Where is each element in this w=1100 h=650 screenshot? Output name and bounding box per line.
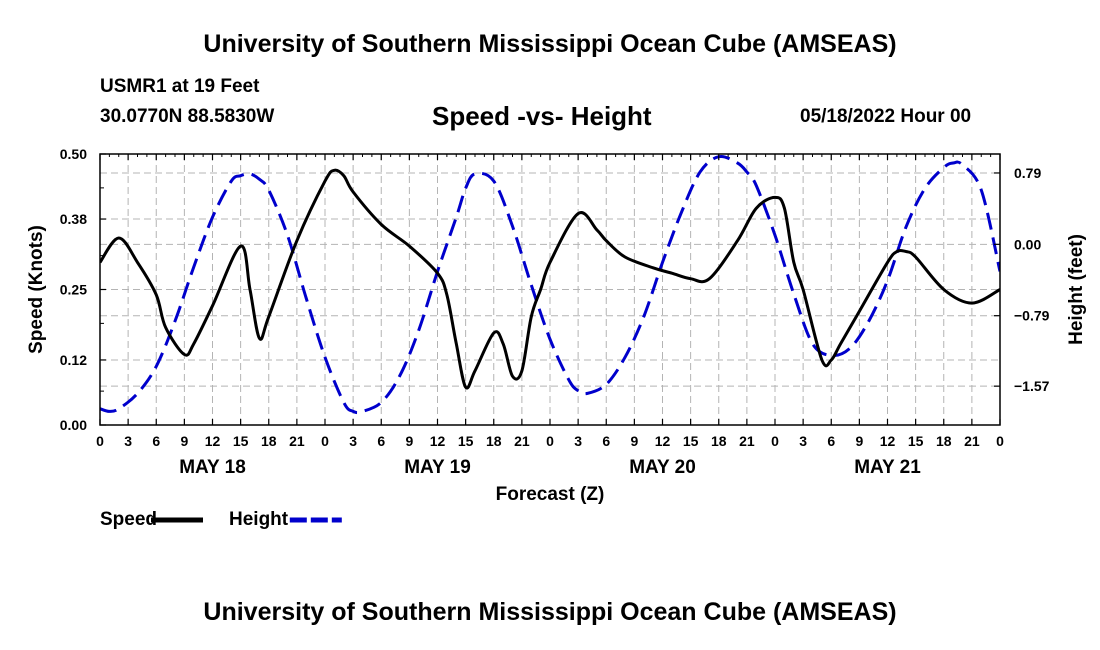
grid <box>100 154 1000 425</box>
y2-tick-label: −1.57 <box>1014 378 1050 394</box>
x-tick-label: 6 <box>377 433 385 449</box>
x-tick-label: 15 <box>908 433 924 449</box>
x-tick-label: 6 <box>602 433 610 449</box>
x-tick-label: 12 <box>430 433 446 449</box>
speed-legend-label: Speed <box>100 509 157 530</box>
main-title: University of Southern Mississippi Ocean… <box>203 30 897 58</box>
x-tick-label: 15 <box>233 433 249 449</box>
x-tick-label: 3 <box>349 433 357 449</box>
series <box>100 154 1000 415</box>
x-tick-label: 0 <box>771 433 779 449</box>
footer-title: University of Southern Mississippi Ocean… <box>203 598 897 626</box>
x-tick-label: 15 <box>683 433 699 449</box>
x-tick-label: 21 <box>514 433 530 449</box>
chart-title: Speed -vs- Height <box>432 101 652 131</box>
x-tick-label: 18 <box>936 433 952 449</box>
x-axis-title: Forecast (Z) <box>496 484 605 505</box>
x-tick-label: 3 <box>124 433 132 449</box>
speed-line <box>100 168 1000 390</box>
x-tick-label: 18 <box>261 433 277 449</box>
day-label: MAY 20 <box>629 457 696 478</box>
y2-tick-label: −0.79 <box>1014 308 1050 324</box>
y-tick-label: 0.12 <box>60 352 87 368</box>
station-coordinates: 30.0770N 88.5830W <box>100 106 275 127</box>
x-tick-label: 6 <box>827 433 835 449</box>
day-label: MAY 19 <box>404 457 471 478</box>
x-tick-label: 12 <box>655 433 671 449</box>
station-label: USMR1 at 19 Feet <box>100 76 260 97</box>
x-tick-label: 0 <box>546 433 554 449</box>
day-label: MAY 18 <box>179 457 246 478</box>
x-tick-label: 0 <box>96 433 104 449</box>
y-axis-title: Speed (Knots) <box>26 225 47 354</box>
y-tick-label: 0.00 <box>60 417 87 433</box>
height-legend-label: Height <box>229 509 289 530</box>
y2-tick-label: 0.00 <box>1014 236 1041 252</box>
x-tick-label: 21 <box>739 433 755 449</box>
x-tick-label: 21 <box>964 433 980 449</box>
x-tick-label: 6 <box>152 433 160 449</box>
y2-tick-label: 0.79 <box>1014 165 1041 181</box>
x-tick-label: 3 <box>574 433 582 449</box>
x-tick-label: 3 <box>799 433 807 449</box>
x-tick-label: 0 <box>996 433 1004 449</box>
x-tick-label: 18 <box>711 433 727 449</box>
legend: Speed Height <box>100 509 342 530</box>
x-tick-label: 9 <box>405 433 413 449</box>
height-line <box>100 154 1000 415</box>
y-tick-label: 0.25 <box>60 282 87 298</box>
y-tick-label: 0.50 <box>60 146 87 162</box>
x-tick-label: 12 <box>880 433 896 449</box>
y-tick-label: 0.38 <box>60 211 87 227</box>
x-tick-label: 21 <box>289 433 305 449</box>
axes: 0 3 6 9 12 15 18 21 0 3 6 9 12 15 18 21 0 3 6 9 12 15 18 21 0 3 6 9… <box>26 146 1087 505</box>
x-tick-label: 9 <box>630 433 638 449</box>
x-tick-label: 9 <box>855 433 863 449</box>
forecast-datetime: 05/18/2022 Hour 00 <box>800 106 972 127</box>
day-label: MAY 21 <box>854 457 921 478</box>
y2-axis-title: Height (feet) <box>1066 234 1087 345</box>
x-tick-label: 15 <box>458 433 474 449</box>
x-tick-label: 0 <box>321 433 329 449</box>
x-tick-label: 9 <box>180 433 188 449</box>
x-tick-label: 18 <box>486 433 502 449</box>
x-tick-label: 12 <box>205 433 221 449</box>
